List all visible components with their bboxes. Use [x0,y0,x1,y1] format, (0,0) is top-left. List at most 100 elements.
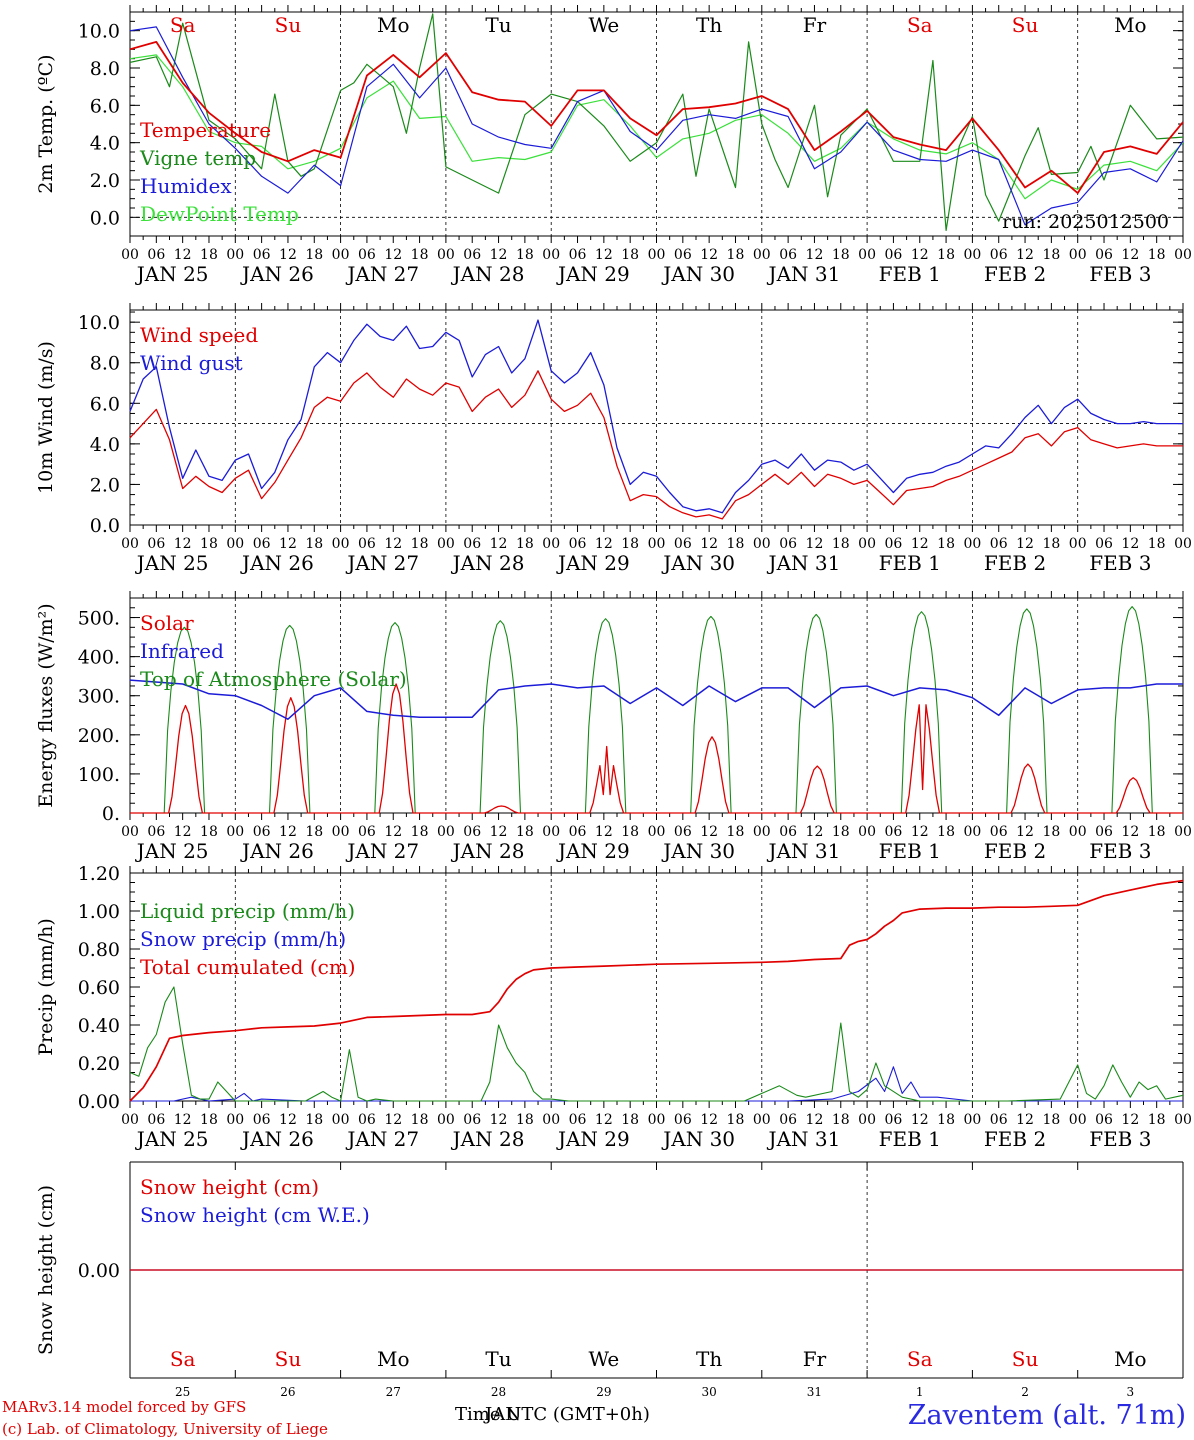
y-tick-label: 0. [102,803,120,825]
hour-tick-label: 18 [937,824,955,840]
hour-tick-label: 18 [305,1112,323,1128]
hour-tick-label: 06 [253,824,271,840]
day-label: FEB 2 [984,839,1046,863]
y-axis-label: 10m Wind (m/s) [35,341,57,494]
legend-snow-height-cm-: Snow height (cm) [140,1175,319,1199]
y-tick-label: 300. [78,686,120,708]
series-solar-day [972,763,1078,814]
hour-tick-label: 18 [1042,1112,1060,1128]
hour-tick-label: 12 [384,536,402,552]
hour-tick-label: 18 [937,536,955,552]
hour-tick-label: 12 [806,1112,824,1128]
day-label: JAN 27 [345,839,419,863]
day-label: FEB 2 [984,1127,1046,1151]
hour-tick-label: 12 [1016,247,1034,263]
hour-tick-label: 18 [516,824,534,840]
y-tick-label: 0.40 [78,1015,120,1037]
hour-tick-label: 12 [700,247,718,263]
hour-tick-label: 12 [595,824,613,840]
hour-tick-label: 12 [1016,1112,1034,1128]
credits-line-1: MARv3.14 model forced by GFS [2,1398,247,1416]
y-tick-label: 500. [78,608,120,630]
hour-tick-label: 12 [174,1112,192,1128]
hour-tick-label: 18 [200,1112,218,1128]
hour-tick-label: 00 [753,247,771,263]
series-solar-day [340,683,446,814]
y-tick-label: 0.0 [90,515,120,537]
hour-tick-label: 00 [858,824,876,840]
hour-tick-label: 00 [437,247,455,263]
series-toa-solar-day [867,611,973,814]
hour-tick-label: 00 [648,1112,666,1128]
series-solar-day [445,805,552,814]
day-label: FEB 1 [879,551,941,575]
time-axis-label: Time UTC (GMT+0h) [455,1404,650,1425]
hour-tick-label: 12 [279,824,297,840]
weekday-label: Mo [377,1347,410,1371]
hour-tick-label: 00 [963,536,981,552]
day-label: FEB 1 [879,1127,941,1151]
weekday-label: Fr [803,13,827,37]
day-number-label: 29 [596,1385,611,1399]
hour-tick-label: 18 [727,247,745,263]
series-group [130,13,1183,231]
hour-tick-label: 06 [569,536,587,552]
day-label: FEB 1 [879,262,941,286]
weekday-label: Tu [485,1347,511,1371]
hour-tick-label: 18 [516,1112,534,1128]
hour-tick-label: 00 [542,247,560,263]
hour-tick-label: 18 [411,824,429,840]
y-tick-label: 0.0 [90,207,120,229]
day-label: JAN 30 [661,839,735,863]
hour-tick-label: 00 [1069,536,1087,552]
hour-tick-label: 06 [779,1112,797,1128]
hour-tick-label: 00 [1174,536,1192,552]
weekday-label: Tu [485,13,511,37]
hour-tick-label: 12 [490,824,508,840]
day-number-label: 25 [175,1385,190,1399]
hour-tick-label: 18 [200,247,218,263]
y-tick-label: 200. [78,725,120,747]
weekday-label: Sa [907,13,933,37]
hour-tick-label: 00 [1069,824,1087,840]
day-label: JAN 31 [767,839,841,863]
hour-tick-label: 12 [700,1112,718,1128]
hour-tick-label: 06 [358,536,376,552]
y-tick-label: 10.0 [78,21,120,43]
legend-temperature: Temperature [140,118,271,142]
hour-tick-label: 00 [332,1112,350,1128]
hour-tick-label: 00 [437,536,455,552]
hour-tick-label: 12 [279,247,297,263]
y-tick-label: 4.0 [90,434,120,456]
series-total-cumulated-cm- [129,879,1184,1102]
hour-tick-label: 00 [332,824,350,840]
day-label: JAN 31 [767,262,841,286]
y-tick-label: 6.0 [90,95,120,117]
hour-tick-label: 06 [358,247,376,263]
hour-tick-label: 00 [1069,1112,1087,1128]
hour-tick-label: 00 [1174,247,1192,263]
y-tick-label: 100. [78,764,120,786]
hour-tick-label: 18 [411,1112,429,1128]
hour-tick-label: 06 [674,1112,692,1128]
hour-tick-label: 06 [463,536,481,552]
weekday-label: Mo [1114,1347,1147,1371]
day-label: FEB 3 [1089,1127,1151,1151]
y-tick-label: 10.0 [78,312,120,334]
hour-tick-label: 18 [727,824,745,840]
hour-tick-label: 18 [1148,824,1166,840]
hour-tick-label: 00 [121,824,139,840]
day-label: JAN 28 [451,839,525,863]
hour-tick-label: 12 [595,536,613,552]
panel-1: 00 06 12 18 00 06 12 18 00 06 12 18 00 06 12 18 00 06 12 18… [35,5,1192,286]
day-label: JAN 30 [661,551,735,575]
hour-tick-label: 00 [1174,824,1192,840]
day-label: JAN 26 [240,551,314,575]
hour-tick-label: 06 [147,1112,165,1128]
hour-tick-label: 12 [1016,536,1034,552]
day-label: FEB 3 [1089,551,1151,575]
hour-tick-label: 00 [648,247,666,263]
hour-tick-label: 18 [516,247,534,263]
hour-tick-label: 12 [490,536,508,552]
hour-tick-label: 18 [621,536,639,552]
